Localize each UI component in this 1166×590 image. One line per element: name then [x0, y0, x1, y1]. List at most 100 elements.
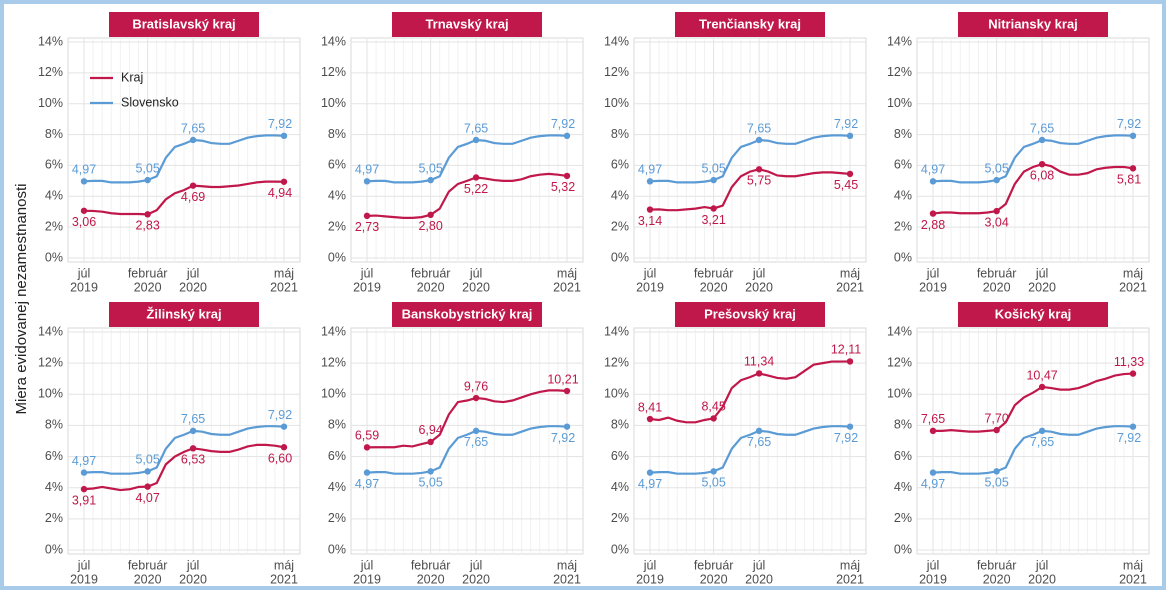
line [366, 134, 568, 184]
strip [109, 12, 259, 37]
point [993, 468, 1000, 475]
line [83, 425, 285, 475]
x-tick-label: júl [186, 558, 200, 572]
point [80, 469, 88, 476]
line [932, 134, 1134, 184]
x-tick-label: 2020 [462, 280, 490, 294]
x-tick-label: 2019 [636, 280, 664, 294]
value-label: 7,92 [834, 431, 858, 445]
value-label: 4,69 [181, 190, 205, 204]
point [189, 182, 197, 189]
line [649, 425, 851, 475]
point [144, 211, 151, 218]
point [929, 178, 937, 185]
value-label: 4,97 [921, 477, 945, 491]
y-tick-label: 2% [894, 511, 912, 525]
y-tick-label: 14% [38, 34, 63, 48]
x-tick-label: máj [557, 266, 577, 280]
y-tick-label: 6% [45, 449, 63, 463]
y-tick-label: 8% [45, 418, 63, 432]
x-tick-label: 2020 [134, 572, 162, 586]
value-label: 4,97 [638, 477, 662, 491]
value-label: 4,94 [268, 186, 292, 200]
y-tick-label: 10% [321, 387, 346, 401]
point [755, 370, 763, 377]
x-tick-label: máj [274, 266, 294, 280]
value-label: 5,05 [984, 476, 1008, 490]
x-tick-label: júl [1035, 266, 1049, 280]
y-tick-label: 10% [321, 96, 346, 110]
value-label: 7,92 [834, 117, 858, 131]
line [932, 425, 1134, 475]
y-tick-label: 4% [611, 480, 629, 494]
point [1038, 160, 1046, 168]
value-label: 4,97 [72, 454, 96, 468]
value-label: 5,75 [747, 174, 771, 188]
value-label: 5,05 [984, 161, 1008, 175]
y-tick-label: 10% [604, 387, 629, 401]
value-label: 4,97 [355, 477, 379, 491]
point [1129, 370, 1137, 377]
value-label: 5,05 [418, 476, 442, 490]
x-tick-label: február [694, 558, 734, 572]
x-tick-label: máj [274, 558, 294, 572]
y-tick-label: 10% [38, 387, 63, 401]
y-tick-label: 14% [321, 324, 346, 338]
point [846, 358, 854, 365]
point [144, 176, 151, 184]
point [846, 132, 854, 140]
value-label: 4,97 [355, 163, 379, 177]
value-label: 7,65 [747, 121, 771, 135]
line [933, 372, 1134, 433]
x-tick-label: február [411, 266, 451, 280]
value-label: 11,34 [744, 355, 774, 369]
y-tick-label: 6% [328, 158, 346, 172]
y-tick-label: 12% [321, 355, 346, 369]
strip [675, 12, 825, 37]
value-label: 4,07 [135, 491, 159, 505]
y-tick-label: 0% [894, 250, 912, 264]
x-tick-label: 2020 [700, 572, 728, 586]
line [649, 168, 851, 212]
point [472, 174, 480, 181]
point [993, 426, 1000, 434]
x-tick-label: 2021 [1119, 280, 1147, 294]
strip [958, 302, 1108, 327]
y-tick-label: 0% [611, 250, 629, 264]
y-tick-label: 14% [38, 324, 63, 338]
value-label: 7,65 [1030, 435, 1054, 449]
point [563, 387, 571, 395]
x-tick-label: 2020 [745, 280, 773, 294]
value-label: 12,11 [831, 343, 861, 357]
y-tick-label: 4% [45, 189, 63, 203]
point [846, 170, 854, 178]
value-label: 7,65 [181, 412, 205, 426]
y-tick-label: 6% [611, 158, 629, 172]
point [363, 178, 371, 185]
point [80, 178, 88, 185]
y-tick-label: 4% [45, 480, 63, 494]
point [80, 207, 88, 214]
y-tick-label: 0% [611, 542, 629, 556]
panel-title: Trnavský kraj [425, 16, 508, 31]
x-tick-label: júl [926, 266, 940, 280]
point [80, 485, 88, 493]
line [83, 443, 285, 492]
y-tick-label: 14% [321, 34, 346, 48]
point [846, 423, 854, 430]
point [710, 415, 717, 422]
point [427, 468, 434, 475]
x-tick-label: 2020 [179, 280, 207, 294]
y-tick-label: 2% [45, 219, 63, 233]
panel-title: Prešovský kraj [704, 306, 796, 321]
point [1038, 427, 1046, 435]
point [363, 212, 371, 220]
x-tick-label: február [411, 558, 451, 572]
chart: Miera evidovanej nezamestnanosti 0% 2% 4% 6… [13, 12, 1150, 586]
point [755, 166, 763, 173]
y-tick-label: 12% [38, 65, 63, 79]
point [646, 469, 654, 476]
x-tick-label: 2021 [270, 280, 298, 294]
x-tick-label: máj [1123, 558, 1143, 572]
point [993, 176, 1000, 184]
